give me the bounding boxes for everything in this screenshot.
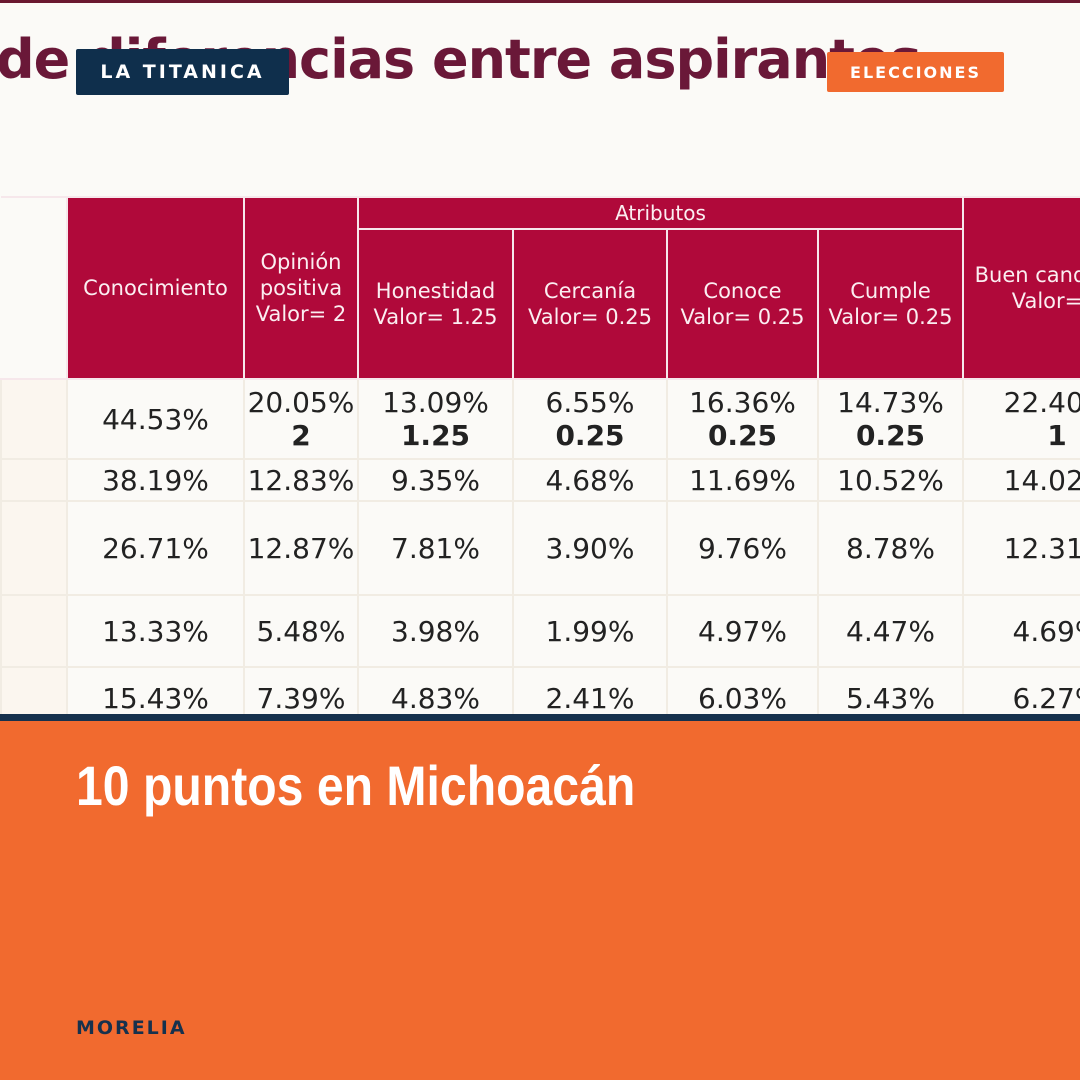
table-header-blank (1, 196, 68, 380)
table-header-cell: Buen candidato Valor= 1 (962, 196, 1080, 380)
brand-badge[interactable]: LA TITANICA (76, 49, 289, 95)
cell-percent: 16.36% (689, 386, 796, 419)
table-cell: 5.43% (816, 666, 965, 714)
table-cell: 3.90% (512, 500, 668, 596)
table-cell: 3.98% (357, 594, 514, 668)
table-row: 13.33% 5.48% 3.98% 1.99% 4.97% 4.47% 4.6… (0, 594, 1080, 668)
table-cell: 26.71% (66, 500, 245, 596)
table-header-cell: Opinión positiva Valor= 2 (243, 196, 359, 380)
table-cell: 6.03% (666, 666, 819, 714)
table-cell: 22.40%1 (962, 378, 1080, 460)
cell-weight: 1 (1047, 419, 1067, 452)
table-cell: 4.83% (357, 666, 514, 714)
table-header-cell: Cumple Valor= 0.25 (816, 228, 965, 380)
cell-weight: 1.25 (400, 419, 471, 452)
table-row: 44.53% 20.05% 2 13.09% 1.25 6.55% 0.25 16.3… (0, 378, 1080, 460)
table-cell-blank (0, 594, 68, 668)
table-cell: 10.52% (816, 458, 965, 502)
table-cell: 4.47% (816, 594, 965, 668)
table-row: 26.71% 12.87% 7.81% 3.90% 9.76% 8.78% 12… (0, 500, 1080, 596)
table-cell: 9.35% (357, 458, 514, 502)
panel-divider (0, 714, 1080, 721)
article-title[interactable]: 10 puntos en Michoacán (76, 754, 636, 817)
table-header-cell: Cercanía Valor= 0.25 (512, 228, 668, 380)
table-cell: 9.76% (666, 500, 819, 596)
table-cell: 12.31% (962, 500, 1080, 596)
table-header-cell: Conoce Valor= 0.25 (666, 228, 819, 380)
table-cell: 5.48% (243, 594, 359, 668)
table-cell: 13.09% 1.25 (357, 378, 514, 460)
table-row: 15.43% 7.39% 4.83% 2.41% 6.03% 5.43% 6.2… (0, 666, 1080, 714)
cell-percent: 22.40% (1003, 386, 1080, 419)
table-row: 38.19% 12.83% 9.35% 4.68% 11.69% 10.52% … (0, 458, 1080, 502)
category-label: ELECCIONES (850, 62, 981, 82)
article-photo: de diferencias entre aspirantes Conocimi… (0, 0, 1080, 714)
table-cell-blank (0, 666, 68, 714)
table-cell: 12.87% (243, 500, 359, 596)
table-cell: 2.41% (512, 666, 668, 714)
cell-percent: 20.05% (247, 386, 355, 419)
table-cell: 6.27% (962, 666, 1080, 714)
table-cell: 7.39% (243, 666, 359, 714)
table-group-header: Atributos (356, 196, 965, 230)
table-cell: 20.05% 2 (243, 378, 359, 460)
table-cell: 1.99% (512, 594, 668, 668)
brand-name: LA TITANICA (100, 61, 265, 83)
table-cell-blank (0, 458, 68, 502)
table-cell: 16.36% 0.25 (666, 378, 819, 460)
article-panel: 10 puntos en Michoacán MORELIA (0, 721, 1080, 1080)
table-cell: 6.55% 0.25 (512, 378, 668, 460)
cell-percent: 14.73% (837, 386, 944, 419)
cell-weight: 2 (291, 419, 311, 452)
table-cell: 13.33% (66, 594, 245, 668)
table-cell: 44.53% (66, 378, 245, 460)
table-cell: 7.81% (357, 500, 514, 596)
table-cell: 4.68% (512, 458, 668, 502)
table-cell: 4.69% (962, 594, 1080, 668)
table-cell: 38.19% (66, 458, 245, 502)
photo-top-line (0, 0, 1080, 3)
survey-table: Conocimiento Opinión positiva Valor= 2 A… (0, 196, 1080, 714)
table-header-cell: Honestidad Valor= 1.25 (357, 228, 514, 380)
table-cell: 4.97% (666, 594, 819, 668)
table-cell: 12.83% (243, 458, 359, 502)
cell-weight: 0.25 (555, 419, 625, 452)
cell-percent: 44.53% (102, 402, 209, 436)
table-cell: 15.43% (66, 666, 245, 714)
table-cell: 11.69% (666, 458, 819, 502)
table-cell: 14.02% (962, 458, 1080, 502)
cell-percent: 6.55% (545, 386, 635, 419)
location-label: MORELIA (76, 1017, 187, 1039)
cell-weight: 0.25 (855, 419, 926, 452)
category-badge[interactable]: ELECCIONES (827, 52, 1004, 92)
table-cell-blank (0, 378, 68, 460)
cell-weight: 0.25 (707, 419, 778, 452)
cell-percent: 13.09% (382, 386, 489, 419)
table-cell: 14.73% 0.25 (816, 378, 965, 460)
table-header-cell: Conocimiento (66, 196, 245, 380)
table-cell: 8.78% (816, 500, 965, 596)
table-cell-blank (0, 500, 68, 596)
